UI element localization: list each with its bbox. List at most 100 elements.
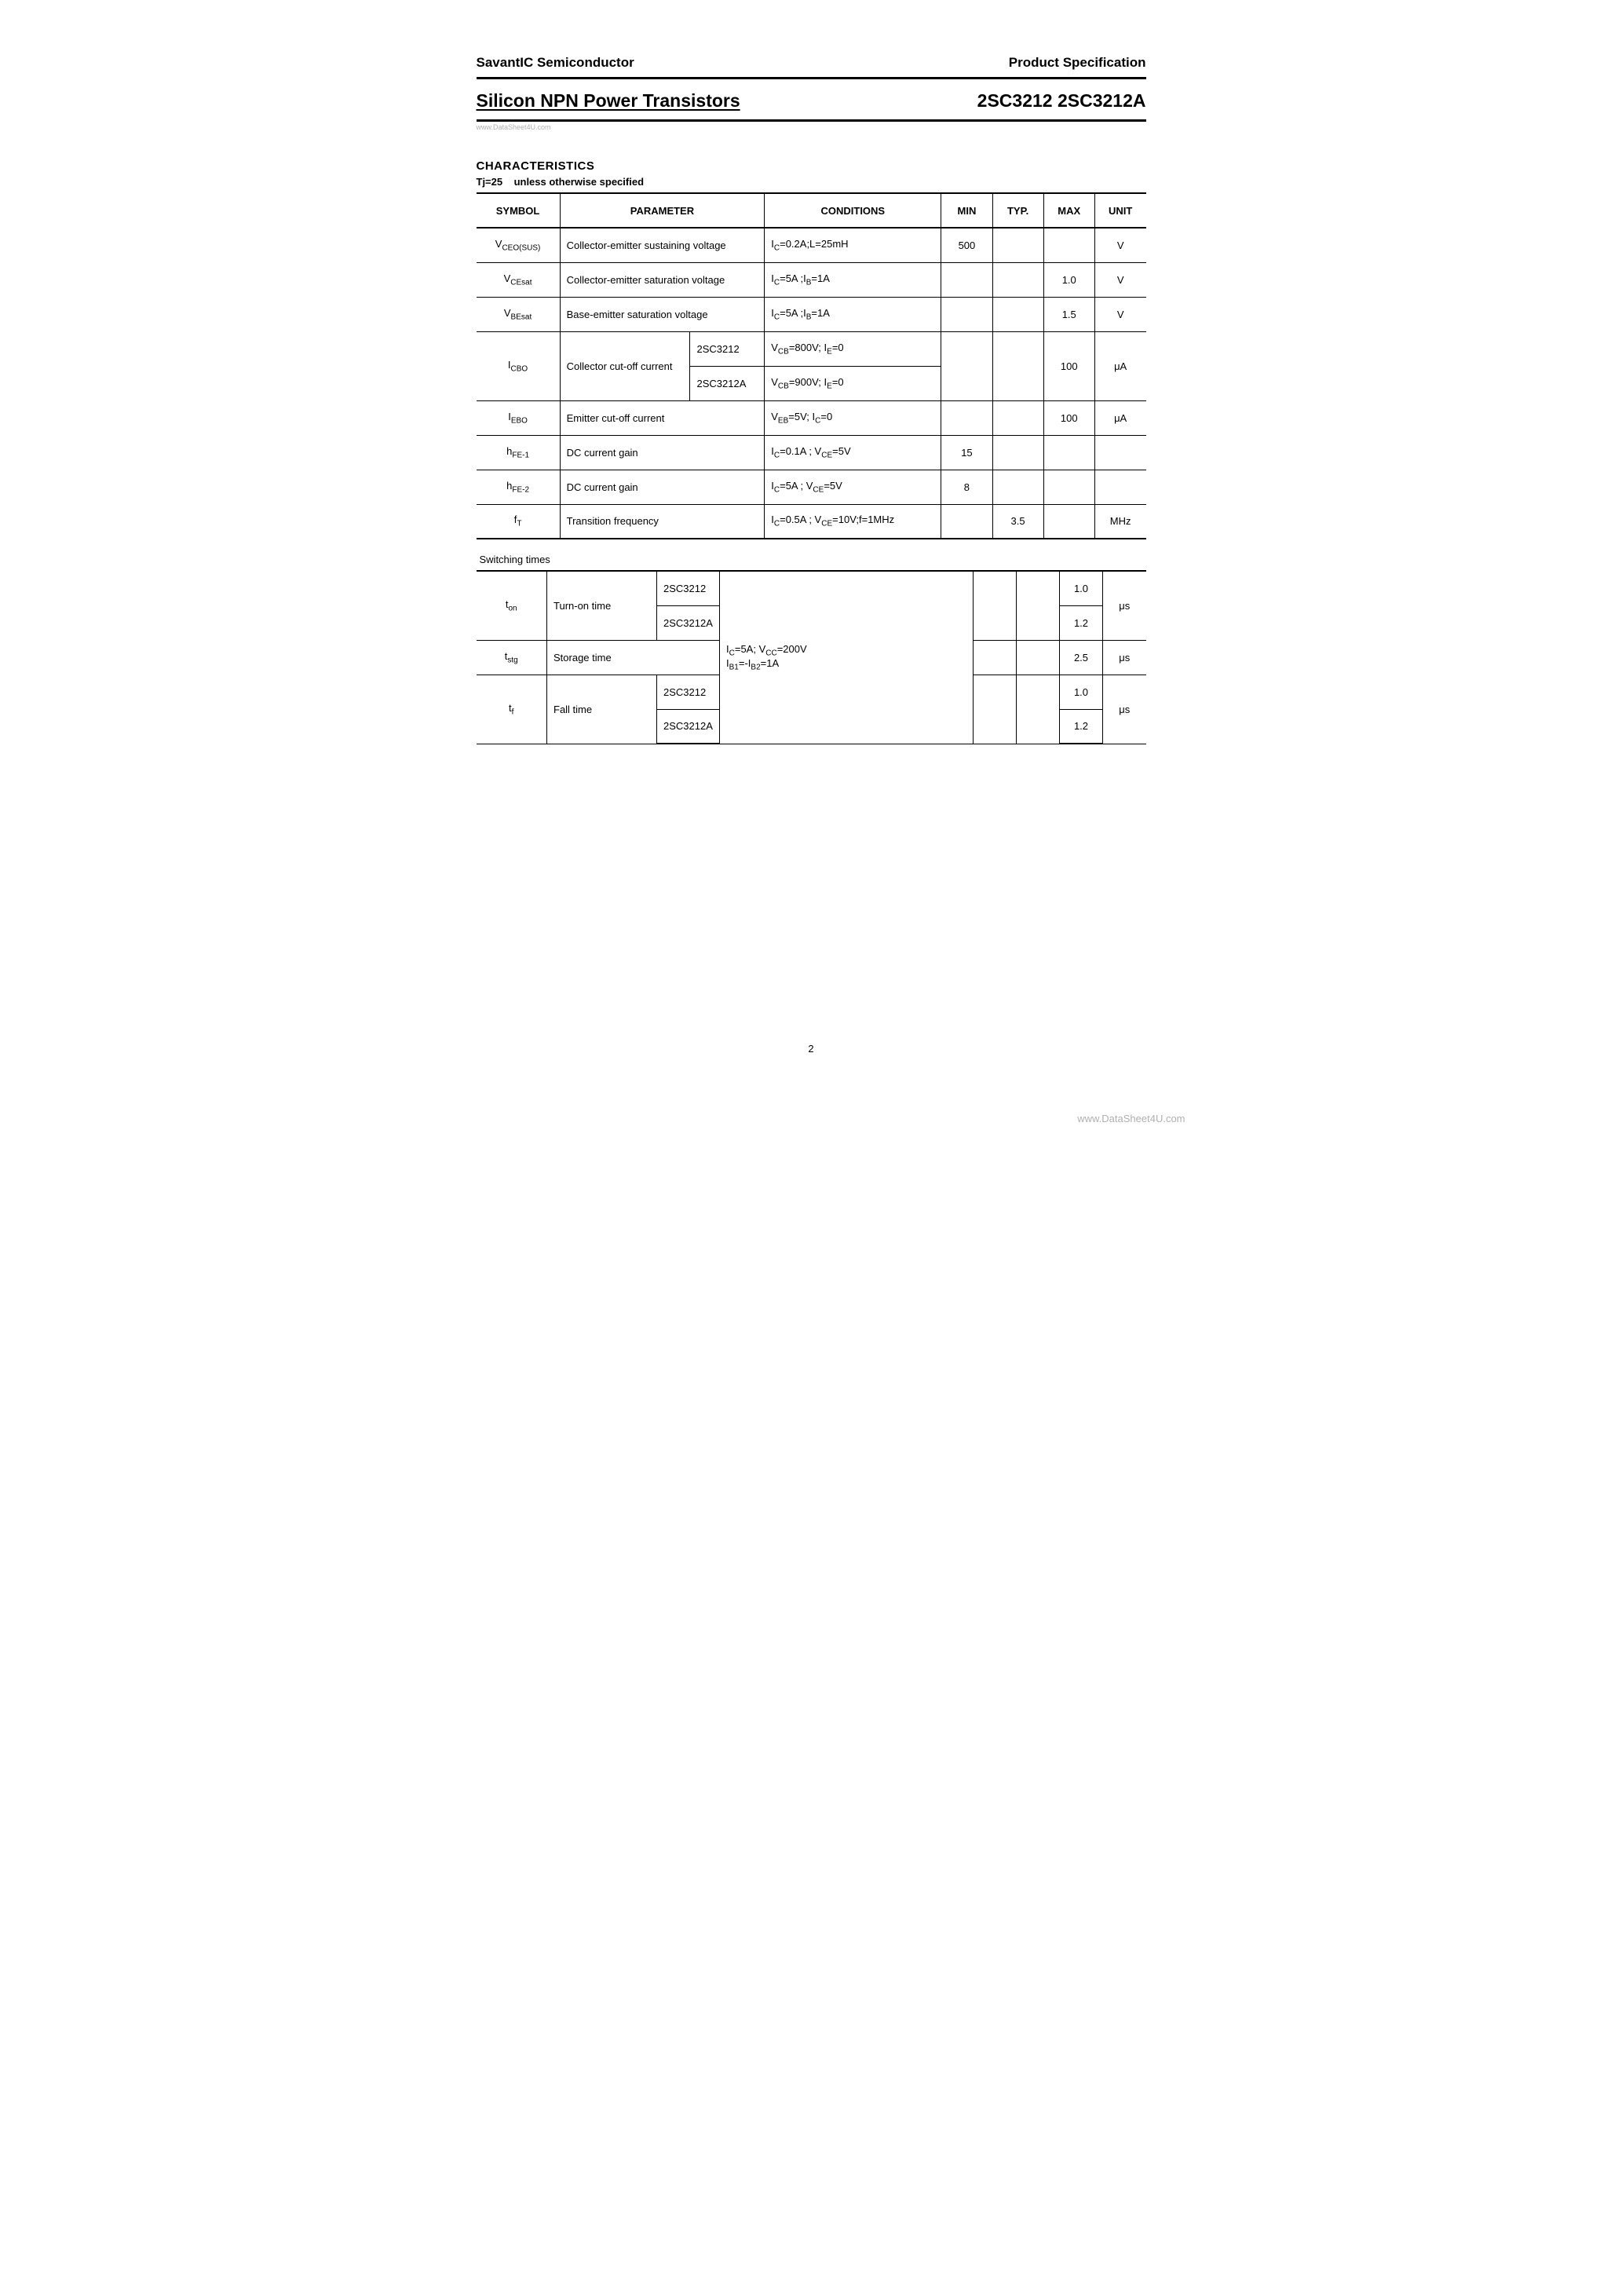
- param-cell: Turn-on time: [547, 571, 657, 640]
- typ-cell: 3.5: [992, 504, 1043, 539]
- symbol-cell: VBEsat: [477, 297, 561, 331]
- watermark-small: www.DataSheet4U.com: [477, 123, 551, 131]
- unit-cell: MHz: [1094, 504, 1145, 539]
- max-cell: 1.0: [1060, 675, 1103, 709]
- doc-type: Product Specification: [1009, 55, 1146, 71]
- section-condition: Tj=25 unless otherwise specified: [477, 176, 1146, 188]
- unit-cell: μs: [1103, 640, 1146, 675]
- symbol-cell: tf: [477, 675, 547, 744]
- cond-cell: IC=0.2A;L=25mH: [765, 228, 941, 262]
- symbol-cell: hFE-1: [477, 435, 561, 470]
- col-unit: UNIT: [1094, 193, 1145, 228]
- tj-label: Tj=25: [477, 176, 503, 188]
- title-row: Silicon NPN Power Transistors 2SC3212 2S…: [477, 79, 1146, 119]
- symbol-cell: ton: [477, 571, 547, 640]
- characteristics-table: SYMBOL PARAMETER CONDITIONS MIN TYP. MAX…: [477, 192, 1146, 539]
- param-cell: Collector-emitter sustaining voltage: [560, 228, 765, 262]
- param-cell: Collector-emitter saturation voltage: [560, 262, 765, 297]
- min-cell: [941, 262, 992, 297]
- param-cell: DC current gain: [560, 435, 765, 470]
- switching-table: ton Turn-on time 2SC3212 IC=5A; VCC=200V…: [477, 570, 1146, 744]
- param-cell: Transition frequency: [560, 504, 765, 539]
- col-symbol: SYMBOL: [477, 193, 561, 228]
- table-row: VCEsat Collector-emitter saturation volt…: [477, 262, 1146, 297]
- variant-cell: 2SC3212A: [657, 709, 720, 744]
- cond-cell: IC=5A ;IB=1A: [765, 262, 941, 297]
- table-row: VCEO(SUS) Collector-emitter sustaining v…: [477, 228, 1146, 262]
- param-cell: Base-emitter saturation voltage: [560, 297, 765, 331]
- table-row: fT Transition frequency IC=0.5A ; VCE=10…: [477, 504, 1146, 539]
- cond-cell: IC=5A; VCC=200V IB1=-IB2=1A: [720, 571, 974, 744]
- table-row: IEBO Emitter cut-off current VEB=5V; IC=…: [477, 400, 1146, 435]
- max-cell: [1043, 228, 1094, 262]
- typ-cell: [1017, 640, 1060, 675]
- col-typ: TYP.: [992, 193, 1043, 228]
- table-row: ICBO Collector cut-off current 2SC3212 V…: [477, 331, 1146, 366]
- unit-cell: μs: [1103, 675, 1146, 744]
- unit-cell: V: [1094, 228, 1145, 262]
- typ-cell: [1017, 675, 1060, 744]
- min-cell: 500: [941, 228, 992, 262]
- unit-cell: μA: [1094, 331, 1145, 400]
- variant-cell: 2SC3212: [657, 675, 720, 709]
- min-cell: [941, 504, 992, 539]
- col-min: MIN: [941, 193, 992, 228]
- typ-cell: [992, 331, 1043, 400]
- header-row-table: SYMBOL PARAMETER CONDITIONS MIN TYP. MAX…: [477, 193, 1146, 228]
- max-cell: 1.0: [1043, 262, 1094, 297]
- unit-cell: [1094, 435, 1145, 470]
- switching-label: Switching times: [480, 554, 1146, 565]
- symbol-cell: tstg: [477, 640, 547, 675]
- symbol-cell: hFE-2: [477, 470, 561, 504]
- col-max: MAX: [1043, 193, 1094, 228]
- cond-cell: IC=5A ; VCE=5V: [765, 470, 941, 504]
- doc-title: Silicon NPN Power Transistors: [477, 90, 740, 112]
- cond-cell: IC=0.1A ; VCE=5V: [765, 435, 941, 470]
- unit-cell: V: [1094, 262, 1145, 297]
- company-name: SavantIC Semiconductor: [477, 55, 634, 71]
- unit-cell: V: [1094, 297, 1145, 331]
- cond-cell: IC=0.5A ; VCE=10V;f=1MHz: [765, 504, 941, 539]
- min-cell: [941, 400, 992, 435]
- page: SavantIC Semiconductor Product Specifica…: [406, 0, 1217, 1148]
- symbol-cell: VCEO(SUS): [477, 228, 561, 262]
- page-number: 2: [477, 1043, 1146, 1055]
- variant-cell: 2SC3212: [657, 571, 720, 605]
- min-cell: 15: [941, 435, 992, 470]
- param-cell: Storage time: [547, 640, 720, 675]
- symbol-cell: ICBO: [477, 331, 561, 400]
- typ-cell: [992, 435, 1043, 470]
- typ-cell: [1017, 571, 1060, 640]
- table-row: VBEsat Base-emitter saturation voltage I…: [477, 297, 1146, 331]
- table-row: ton Turn-on time 2SC3212 IC=5A; VCC=200V…: [477, 571, 1146, 605]
- cond-cell: IC=5A ;IB=1A: [765, 297, 941, 331]
- param-cell: Collector cut-off current: [560, 331, 690, 400]
- min-cell: [974, 571, 1017, 640]
- max-cell: 1.2: [1060, 709, 1103, 744]
- symbol-cell: fT: [477, 504, 561, 539]
- unit-cell: μA: [1094, 400, 1145, 435]
- max-cell: 100: [1043, 331, 1094, 400]
- max-cell: 1.2: [1060, 605, 1103, 640]
- condition-suffix: unless otherwise specified: [514, 176, 644, 188]
- max-cell: [1043, 435, 1094, 470]
- table-row: hFE-1 DC current gain IC=0.1A ; VCE=5V 1…: [477, 435, 1146, 470]
- max-cell: 1.0: [1060, 571, 1103, 605]
- min-cell: [974, 640, 1017, 675]
- footer-watermark: www.DataSheet4U.com: [1077, 1113, 1185, 1124]
- min-cell: [974, 675, 1017, 744]
- min-cell: [941, 297, 992, 331]
- cond-cell: VEB=5V; IC=0: [765, 400, 941, 435]
- max-cell: 100: [1043, 400, 1094, 435]
- col-conditions: CONDITIONS: [765, 193, 941, 228]
- part-numbers: 2SC3212 2SC3212A: [977, 90, 1146, 112]
- max-cell: [1043, 504, 1094, 539]
- typ-cell: [992, 262, 1043, 297]
- variant-cell: 2SC3212A: [690, 366, 765, 400]
- param-cell: Emitter cut-off current: [560, 400, 765, 435]
- symbol-cell: IEBO: [477, 400, 561, 435]
- cond-cell: VCB=800V; IE=0: [765, 331, 941, 366]
- typ-cell: [992, 470, 1043, 504]
- symbol-cell: VCEsat: [477, 262, 561, 297]
- param-cell: DC current gain: [560, 470, 765, 504]
